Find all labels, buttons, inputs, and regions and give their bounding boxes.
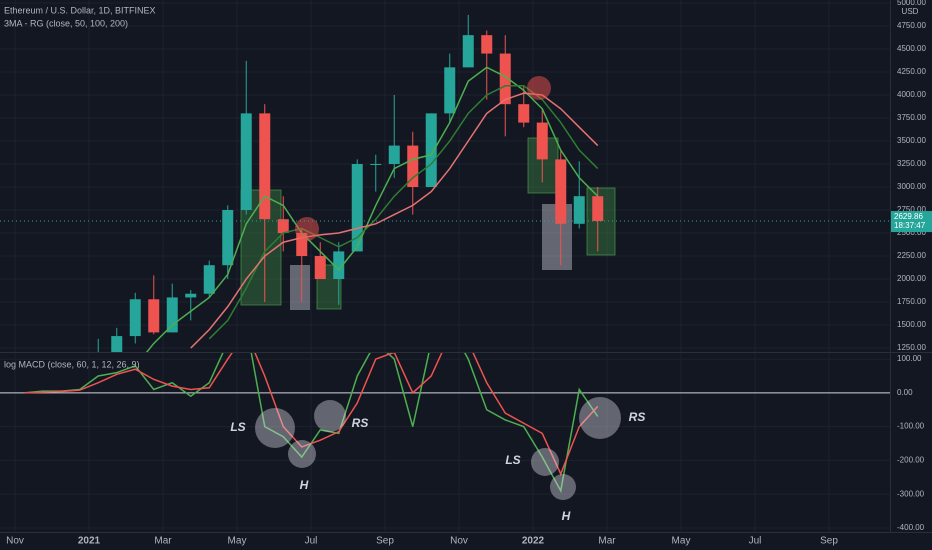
y-tick-label: -100.00: [897, 422, 925, 431]
y-tick-label: 2750.00: [897, 205, 926, 214]
candle-body: [277, 219, 289, 234]
candle-body: [296, 233, 308, 257]
x-tick-label: Sep: [376, 536, 394, 547]
y-tick-label: 4250.00: [897, 67, 926, 76]
y-tick-label: 3250.00: [897, 159, 926, 168]
y-tick-label: -300.00: [897, 489, 925, 498]
x-tick-label: Mar: [598, 536, 616, 547]
y-tick-label: 2250.00: [897, 251, 926, 260]
candle-body: [166, 297, 178, 333]
candle-body: [314, 256, 326, 280]
candle-body: [499, 53, 511, 105]
candle-body: [481, 35, 493, 54]
candle-body: [111, 336, 123, 352]
candle-body: [185, 293, 197, 298]
y-tick-label: 5000.00: [897, 0, 926, 7]
cross-marker: [527, 76, 551, 100]
price-tag-time: 18:37:47: [894, 221, 926, 230]
x-tick-label: 2021: [78, 536, 101, 547]
y-tick-label: 1750.00: [897, 297, 926, 306]
annotation: RS: [352, 416, 369, 430]
y-tick-label: 2000.00: [897, 274, 926, 283]
indicator-label: 3MA - RG (close, 50, 100, 200): [4, 18, 128, 28]
candle-body: [222, 210, 234, 266]
annotation: LS: [505, 453, 520, 467]
candle-body: [240, 113, 252, 211]
price-tag-value: 2629.86: [894, 212, 923, 221]
pattern-circle: [531, 448, 559, 476]
y-tick-label: 3750.00: [897, 113, 926, 122]
x-tick-label: Sep: [820, 536, 838, 547]
candle-body: [573, 196, 585, 224]
y-tick-label: -200.00: [897, 456, 925, 465]
y-tick-label: 4750.00: [897, 21, 926, 30]
grey-box: [290, 265, 310, 310]
price-tag: [891, 211, 932, 233]
indicator-label: log MACD (close, 60, 1, 12, 26, 9): [4, 359, 140, 369]
y-tick-label: 100.00: [897, 354, 922, 363]
annotation: H: [562, 509, 571, 523]
unit-label: USD: [902, 7, 919, 16]
y-tick-label: 4500.00: [897, 44, 926, 53]
annotation: RS: [629, 410, 646, 424]
markers: [255, 76, 621, 500]
series-line: [24, 353, 599, 476]
y-tick-label: 3000.00: [897, 182, 926, 191]
candle-body: [203, 265, 215, 294]
pattern-circle: [255, 408, 295, 448]
y-tick-label: -400.00: [897, 523, 925, 532]
pattern-circle: [314, 400, 346, 432]
y-tick-label: 3500.00: [897, 136, 926, 145]
candle-body: [555, 159, 567, 224]
y-tick-label: 1250.00: [897, 343, 926, 352]
candle-body: [407, 145, 419, 187]
annotation: H: [300, 478, 309, 492]
candle-body: [148, 299, 160, 333]
candle-body: [592, 196, 604, 222]
annotation: LS: [230, 420, 245, 434]
x-tick-label: 2022: [522, 536, 545, 547]
x-tick-label: Mar: [154, 536, 172, 547]
cross-marker: [295, 217, 319, 241]
x-tick-label: Nov: [450, 536, 468, 547]
candle-body: [536, 122, 548, 160]
x-tick-label: May: [672, 536, 691, 547]
y-tick-label: 2500.00: [897, 228, 926, 237]
x-tick-label: Jul: [749, 536, 762, 547]
candle-body: [388, 145, 400, 164]
pattern-circle: [579, 397, 621, 439]
x-tick-label: May: [228, 536, 247, 547]
candle-body: [351, 163, 363, 252]
pattern-circle: [550, 474, 576, 500]
candle-body: [462, 35, 474, 68]
candle-body: [333, 251, 345, 280]
x-tick-label: Nov: [6, 536, 24, 547]
x-tick-label: Jul: [305, 536, 318, 547]
chart-title: Ethereum / U.S. Dollar, 1D, BITFINEX: [4, 5, 156, 15]
pattern-circle: [288, 440, 316, 468]
y-tick-label: 1500.00: [897, 320, 926, 329]
candle-body: [425, 113, 437, 187]
candle-body: [518, 104, 530, 123]
candle-body: [129, 299, 141, 337]
candle-body: [370, 163, 382, 165]
candle-body: [444, 67, 456, 114]
y-tick-label: 4000.00: [897, 90, 926, 99]
candle-body: [259, 113, 271, 220]
y-tick-label: 0.00: [897, 388, 913, 397]
